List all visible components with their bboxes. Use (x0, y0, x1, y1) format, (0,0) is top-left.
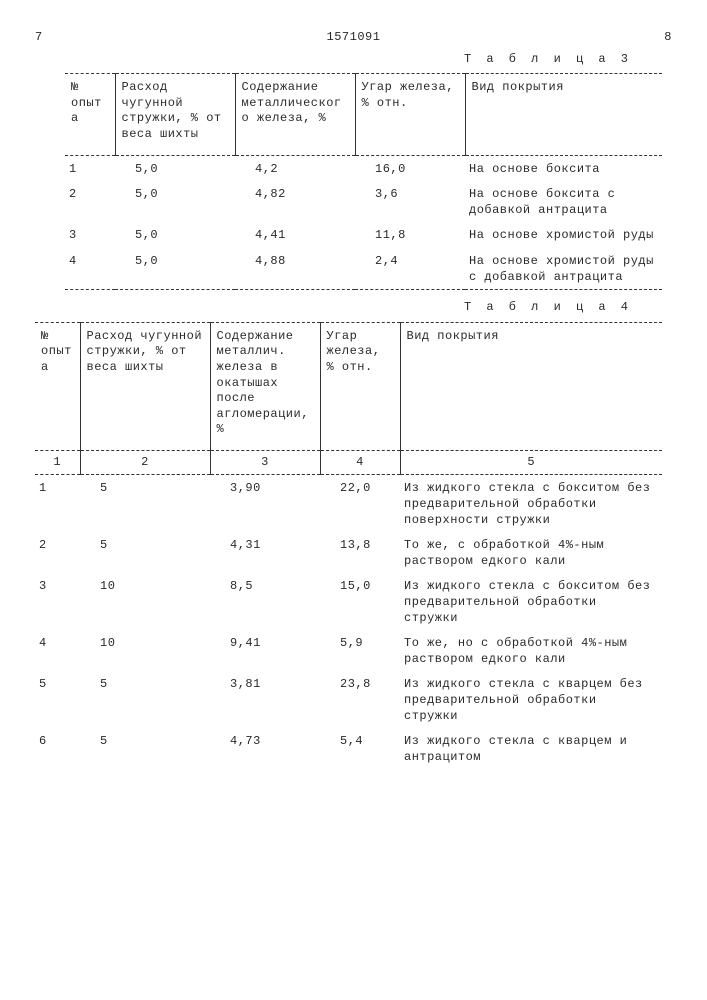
table4-cell-b: 4,73 (210, 728, 320, 769)
table3-cell-a: 5,0 (115, 222, 235, 248)
table3-header-a: Расход чугунной стружки, % от веса шихты (115, 74, 235, 155)
page-number-right: 8 (632, 30, 672, 46)
table4-cell-b: 3,81 (210, 671, 320, 728)
table4-cell-b: 9,41 (210, 630, 320, 671)
table-row: 25,04,823,6На основе боксита с добавкой … (65, 181, 662, 222)
table3-cell-n: 1 (65, 155, 115, 181)
table4-subheader-4: 4 (320, 450, 400, 475)
page-number-left: 7 (35, 30, 75, 46)
table4-cell-b: 8,5 (210, 573, 320, 630)
table3-cell-b: 4,41 (235, 222, 355, 248)
table4-cell-c: 23,8 (320, 671, 400, 728)
table4-cell-d: То же, с обработкой 4%-ным раствором едк… (400, 532, 662, 573)
table4-cell-a: 5 (80, 728, 210, 769)
table-row: 654,735,4Из жидкого стекла с кварцем и а… (35, 728, 662, 769)
table4-header-a: Расход чугунной стружки, % от веса шихты (80, 322, 210, 450)
table4-subheader-1: 1 (35, 450, 80, 475)
table-row: 3108,515,0Из жидкого стекла с бокситом б… (35, 573, 662, 630)
table3-cell-c: 3,6 (355, 181, 465, 222)
table3-caption: Т а б л и ц а 3 (35, 52, 632, 68)
table-3: № опыта Расход чугунной стружки, % от ве… (65, 73, 662, 294)
table4-cell-a: 5 (80, 671, 210, 728)
table-row: 45,04,882,4На основе хромистой руды с до… (65, 248, 662, 290)
table4-cell-c: 15,0 (320, 573, 400, 630)
table4-cell-d: Из жидкого стекла с бокситом без предвар… (400, 573, 662, 630)
table4-cell-c: 5,4 (320, 728, 400, 769)
table3-cell-c: 2,4 (355, 248, 465, 290)
table4-cell-n: 1 (35, 475, 80, 532)
table4-header-row: № опыта Расход чугунной стружки, % от ве… (35, 322, 662, 450)
document-number: 1571091 (75, 30, 632, 46)
table4-cell-d: Из жидкого стекла с бокситом без предвар… (400, 475, 662, 532)
table4-cell-a: 10 (80, 630, 210, 671)
table3-header-n: № опыта (65, 74, 115, 155)
table3-cell-d: На основе боксита (465, 155, 662, 181)
table-row: 553,8123,8Из жидкого стекла с кварцем бе… (35, 671, 662, 728)
table4-subheader-5: 5 (400, 450, 662, 475)
table4-cell-a: 5 (80, 532, 210, 573)
table3-cell-n: 2 (65, 181, 115, 222)
table3-cell-a: 5,0 (115, 181, 235, 222)
table4-cell-a: 10 (80, 573, 210, 630)
table3-header-c: Угар железа, % отн. (355, 74, 465, 155)
table3-cell-d: На основе боксита с добавкой антрацита (465, 181, 662, 222)
table4-cell-n: 4 (35, 630, 80, 671)
table-row: 153,9022,0Из жидкого стекла с бокситом б… (35, 475, 662, 532)
table4-cell-b: 3,90 (210, 475, 320, 532)
table3-header-d: Вид покрытия (465, 74, 662, 155)
table3-cell-d: На основе хромистой руды (465, 222, 662, 248)
table4-subheader-row: 1 2 3 4 5 (35, 450, 662, 475)
table4-cell-d: Из жидкого стекла с кварцем и антрацитом (400, 728, 662, 769)
table3-cell-a: 5,0 (115, 248, 235, 290)
table3-cell-a: 5,0 (115, 155, 235, 181)
table4-cell-n: 6 (35, 728, 80, 769)
table3-header-row: № опыта Расход чугунной стружки, % от ве… (65, 74, 662, 155)
table4-cell-n: 2 (35, 532, 80, 573)
table3-cell-d: На основе хромистой руды с добавкой антр… (465, 248, 662, 290)
table4-cell-n: 3 (35, 573, 80, 630)
table3-header-b: Содержание металлического железа, % (235, 74, 355, 155)
table3-cell-b: 4,2 (235, 155, 355, 181)
table4-header-n: № опыта (35, 322, 80, 450)
table4-cell-b: 4,31 (210, 532, 320, 573)
table4-header-c: Угар железа, % отн. (320, 322, 400, 450)
table-row: 254,3113,8То же, с обработкой 4%-ным рас… (35, 532, 662, 573)
table-4: № опыта Расход чугунной стружки, % от ве… (35, 322, 662, 770)
table3-cell-c: 16,0 (355, 155, 465, 181)
table3-cell-b: 4,82 (235, 181, 355, 222)
table4-subheader-2: 2 (80, 450, 210, 475)
table-row: 35,04,4111,8На основе хромистой руды (65, 222, 662, 248)
table4-header-d: Вид покрытия (400, 322, 662, 450)
table4-cell-n: 5 (35, 671, 80, 728)
table4-cell-c: 22,0 (320, 475, 400, 532)
table4-cell-c: 5,9 (320, 630, 400, 671)
table4-caption: Т а б л и ц а 4 (35, 300, 632, 316)
table3-cell-n: 3 (65, 222, 115, 248)
table-row: 15,04,216,0На основе боксита (65, 155, 662, 181)
top-row: 7 1571091 8 (35, 30, 672, 46)
table4-cell-d: Из жидкого стекла с кварцем без предвари… (400, 671, 662, 728)
table-row: 4109,415,9То же, но с обработкой 4%-ным … (35, 630, 662, 671)
table4-cell-a: 5 (80, 475, 210, 532)
table4-cell-d: То же, но с обработкой 4%-ным раствором … (400, 630, 662, 671)
table3-cell-b: 4,88 (235, 248, 355, 290)
table4-cell-c: 13,8 (320, 532, 400, 573)
table4-header-b: Содержание металлич. железа в окатышах п… (210, 322, 320, 450)
table3-cell-n: 4 (65, 248, 115, 290)
table3-cell-c: 11,8 (355, 222, 465, 248)
table4-subheader-3: 3 (210, 450, 320, 475)
